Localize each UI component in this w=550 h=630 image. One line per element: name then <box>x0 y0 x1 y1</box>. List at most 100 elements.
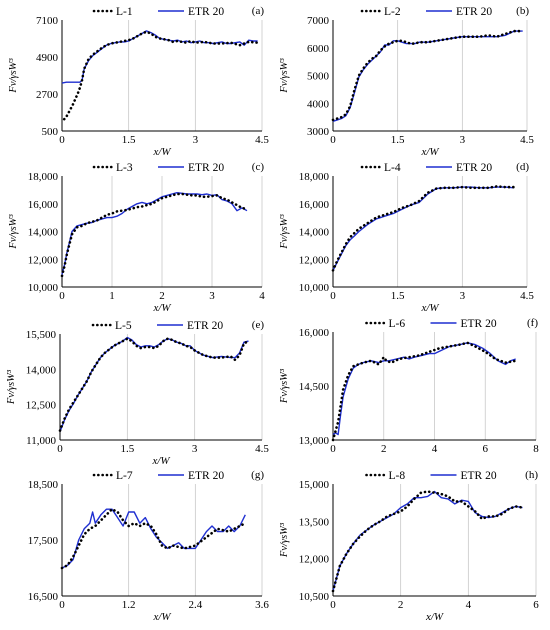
series-line-etr-20 <box>332 342 516 436</box>
x-tick-label: 4 <box>432 443 438 455</box>
legend-label: ETR 20 <box>187 320 223 332</box>
y-tick-label: 16,500 <box>28 591 59 603</box>
series-line-l-7 <box>60 507 247 570</box>
panel-tag: (f) <box>527 317 538 329</box>
legend-label: ETR 20 <box>456 6 492 18</box>
x-tick-label: 0 <box>330 134 336 146</box>
y-tick-label: 7100 <box>36 15 59 27</box>
chart-panel-8: 0 2 4 6 10,500 12,000 13,500 15,000 L-8 ETR 20 (h)… <box>279 469 539 623</box>
legend-label: ETR 20 <box>188 162 224 174</box>
legend-label: L-4 <box>384 162 401 174</box>
panel-tag: (b) <box>516 5 529 17</box>
legend-label: L-3 <box>116 162 133 174</box>
y-tick-label: 12,000 <box>28 254 59 266</box>
x-tick-label: 4.5 <box>255 443 269 455</box>
chart-panel-2: 0 1.5 3 4.5 3000 4000 5000 6000 7000 L-2 ETR 20 (b)… <box>279 5 534 158</box>
y-tick-label: 10,000 <box>299 282 330 294</box>
y-tick-label: 11,000 <box>26 435 56 447</box>
y-tick-label: 12,000 <box>299 554 330 566</box>
x-tick-label: 0 <box>59 290 65 302</box>
panel-tag: (g) <box>251 469 264 481</box>
y-axis-label: Fv/γsW³ <box>6 369 17 405</box>
series-line-etr-20 <box>332 30 523 122</box>
x-tick-label: 3 <box>460 290 466 302</box>
x-axis-label: x/W <box>152 611 171 623</box>
y-tick-label: 10,500 <box>299 591 330 603</box>
x-tick-label: 1.5 <box>391 134 405 146</box>
y-axis-label: Fv/γsW³ <box>279 214 290 250</box>
x-tick-label: 3 <box>192 443 198 455</box>
y-tick-label: 16,000 <box>299 327 330 339</box>
x-tick-label: 3 <box>209 290 215 302</box>
legend-label: L-1 <box>116 6 133 18</box>
x-tick-label: 0 <box>330 290 336 302</box>
y-tick-label: 18,000 <box>299 171 330 183</box>
x-axis-label: x/W <box>152 146 171 158</box>
legend-label: L-2 <box>384 6 401 18</box>
panel-tag: (c) <box>252 161 265 173</box>
chart-panel-7: 0 1.2 2.4 3.6 16,500 17,500 18,500 L-7 ETR 20 (g)… <box>28 469 270 623</box>
y-tick-label: 6000 <box>307 43 330 55</box>
x-axis-label: x/W <box>420 146 439 158</box>
chart-panel-3: 0 1 2 3 4 10,000 12,000 14,000 16,000 18,000 L-3 ET… <box>8 161 265 314</box>
x-tick-label: 2 <box>381 443 387 455</box>
y-tick-label: 14,500 <box>299 381 330 393</box>
x-tick-label: 3.6 <box>255 599 269 611</box>
y-axis-label: Fv/γsW³ <box>279 368 290 404</box>
y-axis-label: Fv/γsW³ <box>279 522 290 558</box>
x-tick-label: 8 <box>533 443 539 455</box>
legend-label: ETR 20 <box>461 470 497 482</box>
y-tick-label: 13,000 <box>299 435 330 447</box>
y-axis-label: Fv/γsW³ <box>8 58 19 94</box>
y-tick-label: 4900 <box>36 52 59 64</box>
x-axis-label: x/W <box>152 302 171 314</box>
x-tick-label: 1.5 <box>391 290 405 302</box>
series-line-l-8 <box>331 490 524 593</box>
y-tick-label: 18,500 <box>28 479 59 491</box>
legend-label: ETR 20 <box>461 318 497 330</box>
series-line-l-3 <box>60 192 249 278</box>
y-tick-label: 2700 <box>36 89 59 101</box>
y-tick-label: 15,000 <box>299 479 330 491</box>
x-tick-label: 0 <box>59 599 65 611</box>
x-tick-label: 1.5 <box>122 134 136 146</box>
x-tick-label: 3 <box>193 134 199 146</box>
legend-label: L-5 <box>115 320 132 332</box>
series-line-l-5 <box>58 337 250 432</box>
chart-panel-4: 0 1.5 3 4.5 10,000 12,000 14,000 16,000 18,000 L-… <box>279 161 534 314</box>
series-line-etr-20 <box>61 191 248 275</box>
y-tick-label: 13,500 <box>299 516 330 528</box>
x-tick-label: 4 <box>466 599 472 611</box>
chart-panel-5: 0 1.5 3 4.5 11,000 12,500 14,000 15,500 L-5 ETR 2… <box>6 319 269 467</box>
series-line-l-1 <box>62 30 259 121</box>
x-tick-label: 2 <box>159 290 165 302</box>
x-axis-label: x/W <box>425 611 444 623</box>
legend-label: L-7 <box>116 470 133 482</box>
x-tick-label: 4 <box>259 290 265 302</box>
x-tick-label: 0 <box>59 134 65 146</box>
chart-panel-6: 0 2 4 6 8 13,000 14,500 16,000 L-6 ETR 20 (f) Fv/γs… <box>279 317 539 455</box>
x-tick-label: 3 <box>460 134 466 146</box>
x-axis-label: x/W <box>151 455 170 467</box>
legend-label: ETR 20 <box>188 6 224 18</box>
x-tick-label: 2 <box>398 599 404 611</box>
y-tick-label: 3000 <box>307 126 330 138</box>
y-tick-label: 12,000 <box>299 254 330 266</box>
y-tick-label: 12,500 <box>26 400 57 412</box>
legend-label: ETR 20 <box>456 162 492 174</box>
y-tick-label: 14,000 <box>28 227 59 239</box>
x-tick-label: 1.5 <box>120 443 134 455</box>
y-tick-label: 500 <box>42 126 59 138</box>
y-tick-label: 16,000 <box>28 199 59 211</box>
series-line-etr-20 <box>332 490 523 592</box>
y-axis-label: Fv/γsW³ <box>279 58 290 94</box>
panel-tag: (h) <box>525 469 538 481</box>
x-tick-label: 4.5 <box>520 134 534 146</box>
y-axis-label: Fv/γsW³ <box>8 214 19 250</box>
y-tick-label: 14,000 <box>26 364 57 376</box>
series-line-etr-20 <box>61 508 246 569</box>
x-tick-label: 4.5 <box>520 290 534 302</box>
series-line-l-2 <box>331 29 525 122</box>
y-tick-label: 18,000 <box>28 171 59 183</box>
x-tick-label: 0 <box>330 599 336 611</box>
